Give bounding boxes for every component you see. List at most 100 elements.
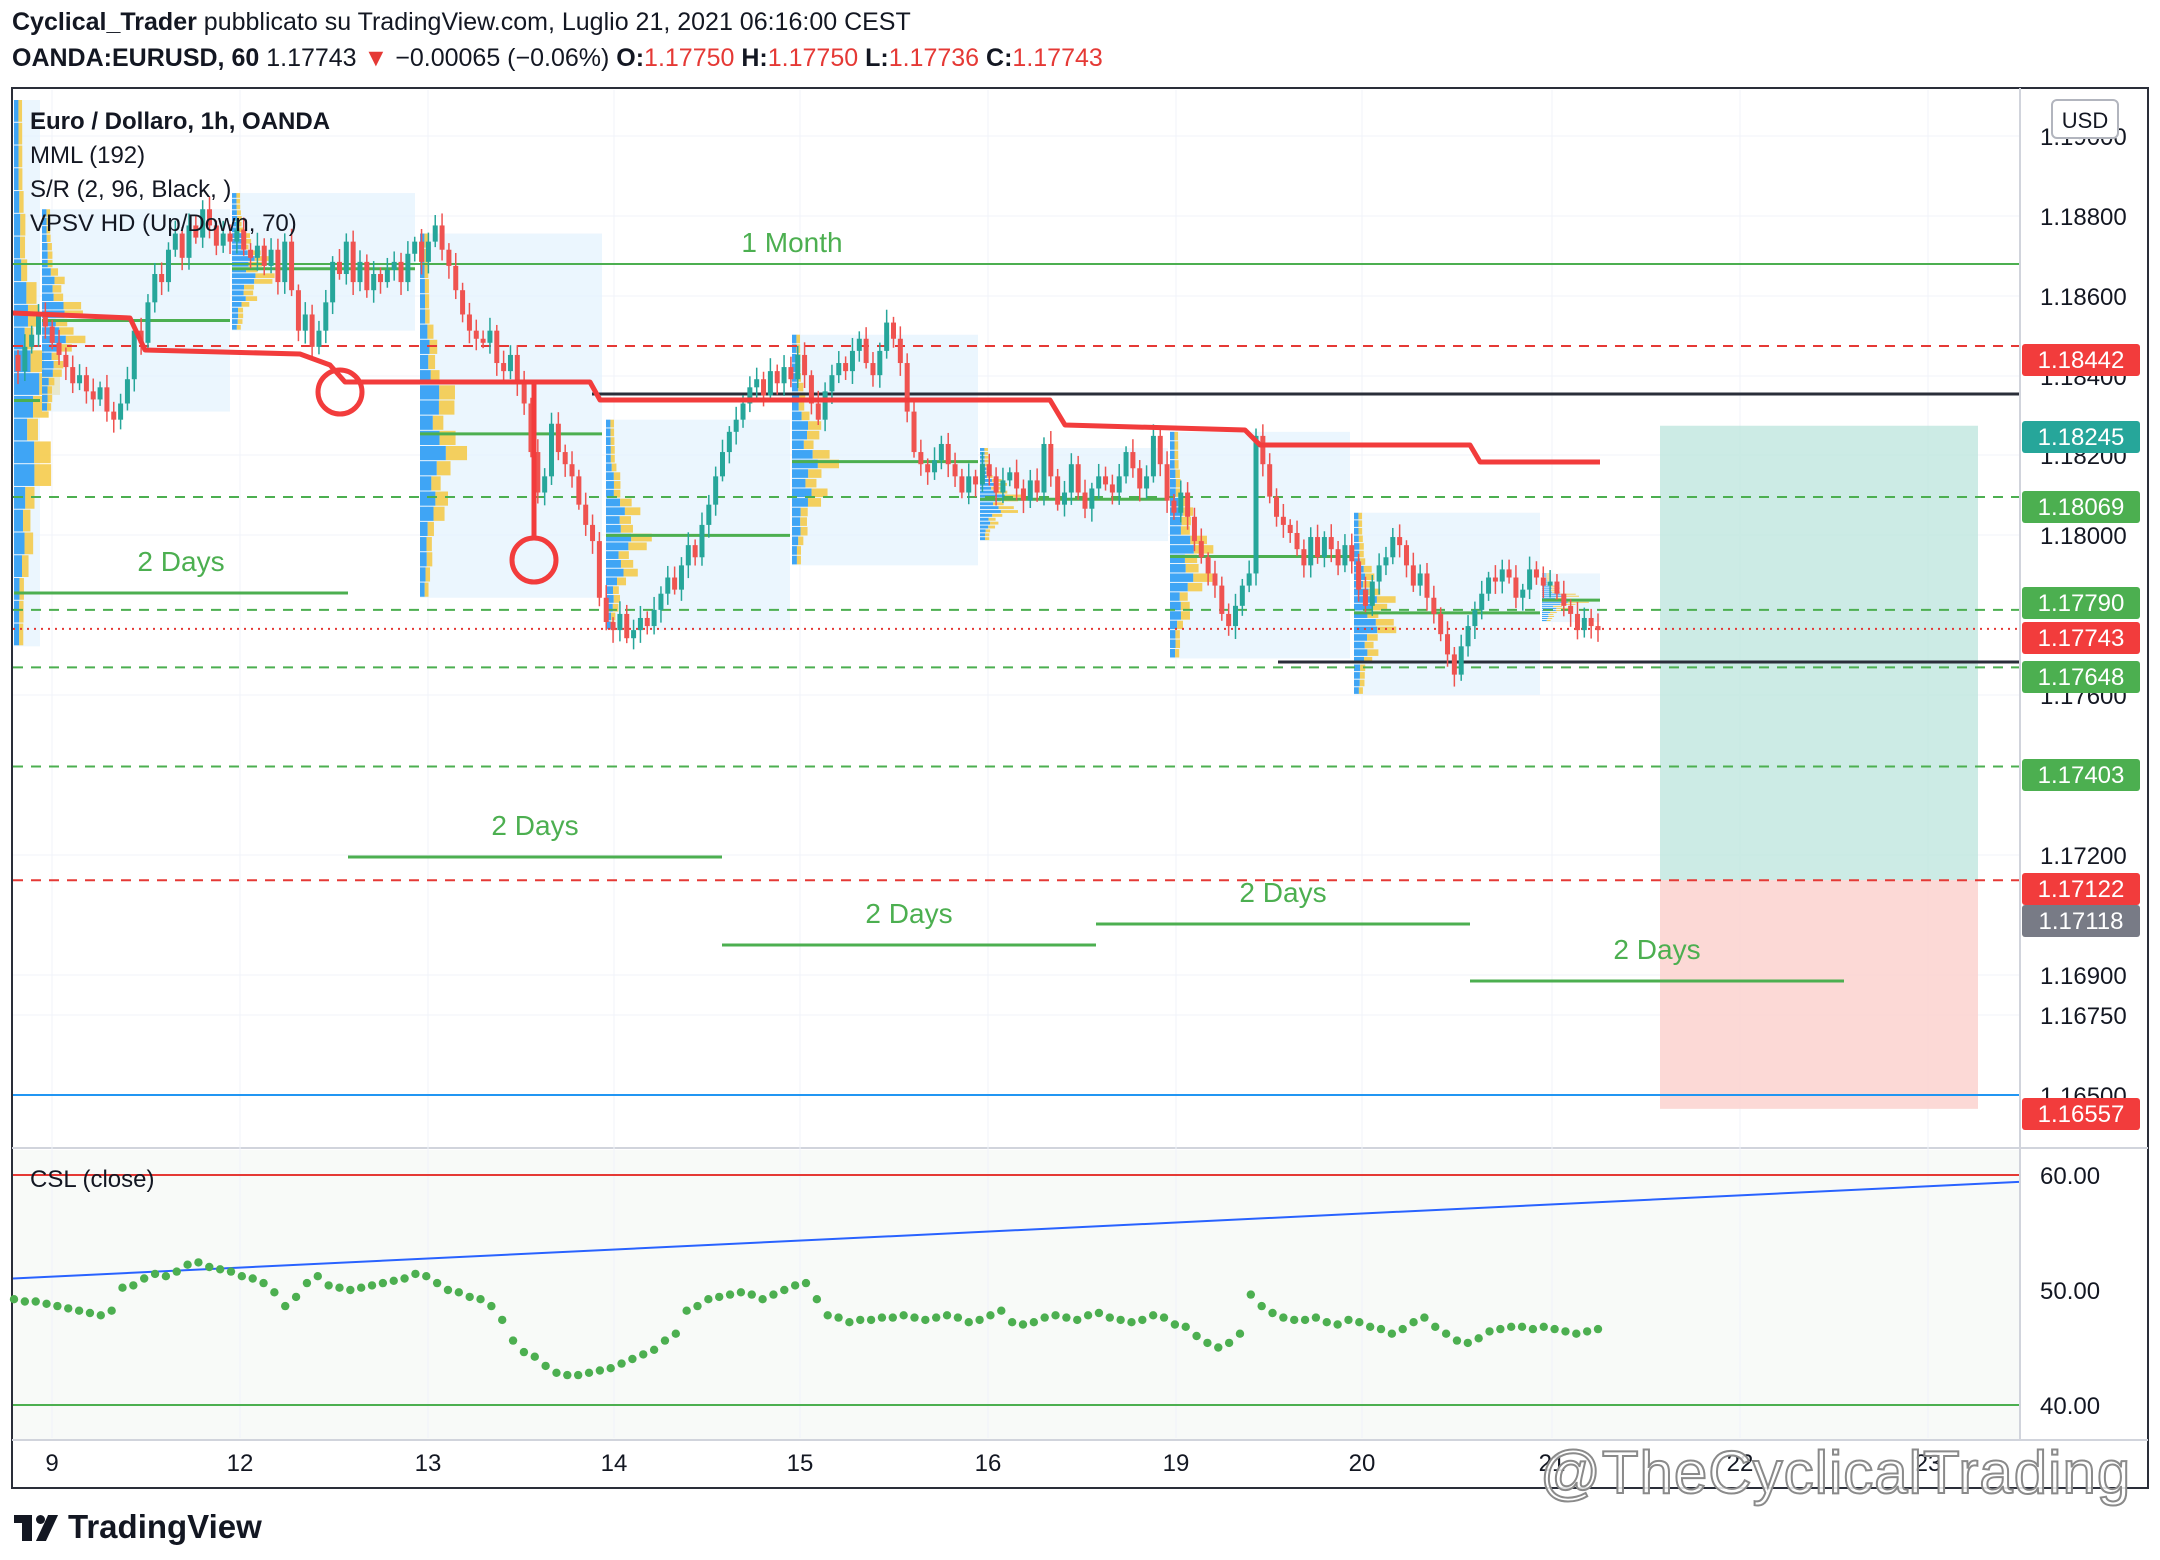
candle-body[interactable] [1506,569,1512,578]
candle-body[interactable] [316,330,322,347]
csl-dot[interactable] [1116,1315,1125,1325]
candle-body[interactable] [822,391,828,420]
candle-body[interactable] [911,411,917,453]
csl-dot[interactable] [302,1278,312,1288]
legend-title[interactable]: Euro / Dollaro, 1h, OANDA [30,108,330,135]
candle-body[interactable] [1588,617,1594,627]
candle-body[interactable] [83,375,89,392]
candle-body[interactable] [802,354,808,376]
csl-dot[interactable] [400,1274,409,1283]
csl-dot[interactable] [324,1281,333,1290]
candle-body[interactable] [1020,488,1026,501]
price-badges[interactable]: 1.18442 1.18245 1.18069 1.17790 1.17743 1.176… [2022,344,2140,1130]
csl-dot[interactable] [1409,1318,1418,1327]
candle-body[interactable] [289,241,295,291]
candle-body[interactable] [1150,435,1156,477]
csl-dot[interactable] [1029,1318,1039,1327]
csl-dot[interactable] [1073,1315,1082,1325]
candle-body[interactable] [1014,472,1020,489]
candle-body[interactable] [446,249,452,266]
candle-body[interactable] [1178,492,1184,513]
candle-body[interactable] [932,460,938,473]
csl-dot[interactable] [20,1297,30,1306]
candle-body[interactable] [1342,545,1348,566]
candle-body[interactable] [1465,626,1471,647]
candle-body[interactable] [15,354,21,372]
candle-body[interactable] [651,609,657,627]
csl-dot[interactable] [801,1278,811,1288]
candle-body[interactable] [1424,573,1430,598]
candle-body[interactable] [699,524,705,558]
csl-dot[interactable] [476,1295,485,1304]
candle-body[interactable] [254,245,260,258]
csl-dot[interactable] [1127,1318,1136,1327]
csl-dot[interactable] [986,1311,995,1320]
candle-body[interactable] [1410,565,1416,586]
candle-body[interactable] [275,249,281,283]
csl-dot[interactable] [780,1285,789,1295]
candle-body[interactable] [1055,476,1061,505]
candle-body[interactable] [1232,605,1238,627]
price-badge[interactable] [2022,1098,2140,1130]
csl-dot[interactable] [628,1354,637,1364]
candle-body[interactable] [836,363,842,376]
candle-body[interactable] [1499,569,1505,582]
csl-dot[interactable] [1452,1336,1462,1345]
csl-dot[interactable] [1322,1318,1331,1327]
currency-button[interactable] [2051,99,2119,139]
candle-body[interactable] [1034,480,1040,493]
candle-body[interactable] [1568,605,1574,614]
candle-body[interactable] [1061,492,1067,505]
csl-dot[interactable] [704,1295,713,1304]
candle-body[interactable] [877,350,883,376]
candle-body[interactable] [70,367,76,384]
symbol-label[interactable]: OANDA:EURUSD, 60 [12,44,260,72]
candle-body[interactable] [1116,476,1122,493]
candle-body[interactable] [111,411,117,420]
csl-dot[interactable] [367,1281,377,1290]
csl-dot[interactable] [1365,1322,1375,1332]
csl-dot[interactable] [736,1288,746,1297]
candle-body[interactable] [1356,561,1362,590]
csl-dot[interactable] [356,1283,366,1292]
candle-body[interactable] [781,367,787,384]
signal-circle[interactable] [509,535,559,585]
candle-body[interactable] [1144,476,1150,489]
candle-body[interactable] [1253,435,1259,574]
candle-body[interactable] [309,314,315,347]
csl-dot[interactable] [9,1295,19,1304]
csl-dot[interactable] [1485,1327,1494,1336]
candle-body[interactable] [165,249,171,283]
candle-body[interactable] [36,314,42,335]
candle-body[interactable] [1287,524,1293,533]
candle-body[interactable] [507,354,513,372]
csl-dot[interactable] [443,1285,453,1295]
candle-body[interactable] [555,423,561,453]
candle-body[interactable] [528,403,534,453]
csl-dot[interactable] [1170,1320,1180,1329]
candle-body[interactable] [220,233,226,246]
candle-body[interactable] [1403,545,1409,566]
csl-dot[interactable] [281,1301,290,1311]
candle-body[interactable] [624,613,630,639]
csl-dot[interactable] [921,1315,930,1325]
candle-body[interactable] [1321,537,1327,558]
target-zone[interactable] [1660,425,1978,881]
csl-dot[interactable] [910,1313,919,1322]
csl-dot[interactable] [1105,1313,1114,1322]
candle-body[interactable] [1103,476,1109,485]
candle-body[interactable] [248,249,254,258]
candle-body[interactable] [617,613,623,631]
candle-body[interactable] [501,363,507,372]
candle-body[interactable] [29,334,35,347]
candle-body[interactable] [1157,435,1163,465]
csl-dot[interactable] [975,1315,984,1325]
csl-dot[interactable] [1224,1338,1234,1348]
csl-dot[interactable] [291,1292,301,1302]
candle-body[interactable] [583,504,589,525]
candle-body[interactable] [152,274,158,303]
csl-dot[interactable] [1062,1313,1071,1322]
price-badge[interactable] [2022,759,2140,791]
csl-dot[interactable] [64,1304,73,1313]
candle-body[interactable] [1554,581,1560,594]
